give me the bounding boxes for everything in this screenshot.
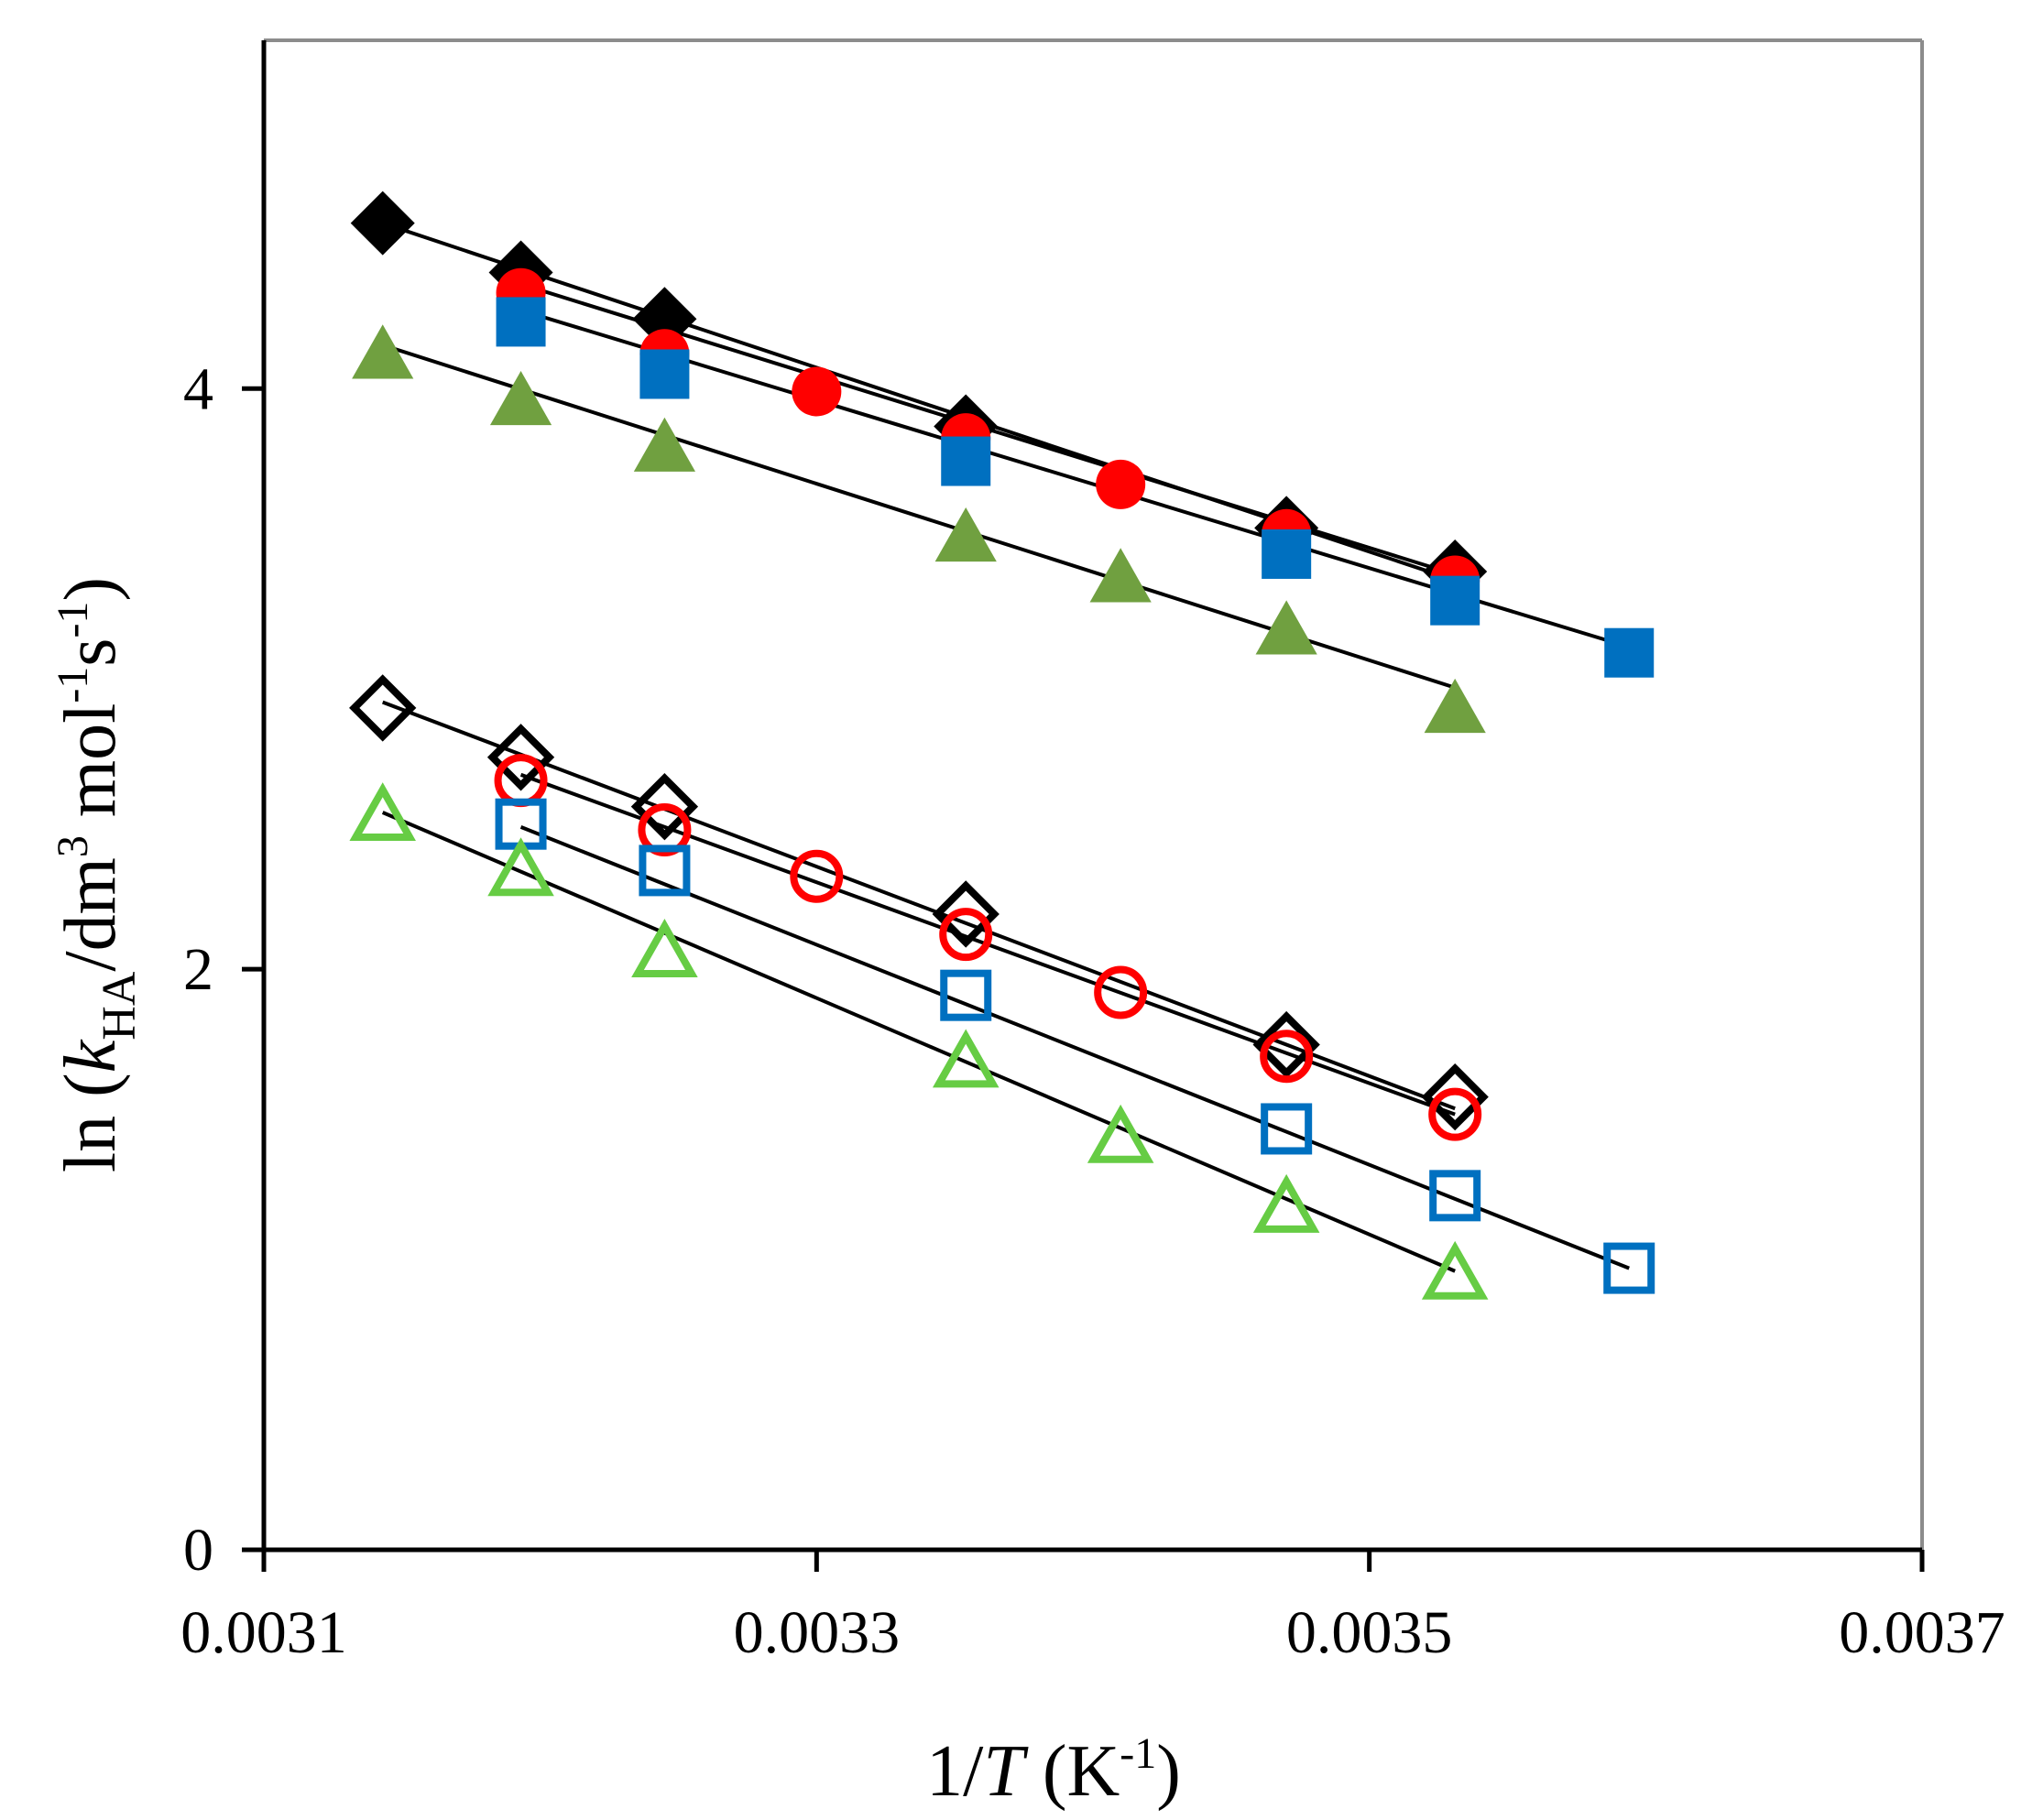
x-tick-label: 0.0035 [1286,1599,1453,1666]
marker-open-circle [638,803,692,857]
marker-open-square [940,969,992,1021]
marker-open-diamond [486,724,555,791]
axes [242,40,1925,1572]
x-tick-label: 0.0037 [1839,1599,2005,1666]
marker-filled-square [496,297,546,347]
marker-filled-square [941,436,991,486]
marker-open-triangle [1087,1104,1154,1163]
marker-filled-diamond [350,191,415,256]
marker-open-diamond [932,880,1000,948]
fit-line-open-diamond [382,700,1456,1111]
marker-open-triangle [487,837,554,897]
marker-filled-triangle [352,324,414,379]
marker-open-circle [1428,1087,1482,1141]
y-tick-label: 2 [183,936,213,1003]
marker-open-diamond [1252,1010,1320,1079]
marker-open-triangle [1421,1240,1489,1300]
marker-filled-circle [792,366,842,417]
marker-filled-circle [1096,459,1146,509]
marker-filled-triangle [489,370,552,426]
marker-open-square [1261,1103,1313,1155]
marker-filled-square [639,349,690,399]
x-tick-label: 0.0033 [734,1599,901,1666]
y-axis-title: ln (kHA/dm3 mol-1s-1) [49,577,146,1172]
marker-open-square [1429,1170,1481,1222]
marker-open-diamond [1421,1063,1489,1131]
markers [349,191,1655,1300]
x-tick-label: 0.0031 [180,1599,347,1666]
marker-filled-triangle [1424,678,1486,734]
marker-filled-triangle [934,507,997,562]
y-tick-label: 0 [183,1517,213,1584]
y-tick-label: 4 [183,355,213,422]
fit-line-open-square [519,825,1630,1270]
marker-open-circle [939,908,993,962]
marker-open-square [1603,1242,1655,1294]
marker-open-diamond [349,674,417,742]
marker-filled-triangle [633,417,696,472]
x-axis-title: 1/T (K-1) [926,1729,1181,1812]
marker-open-triangle [631,919,698,977]
tick-labels: 0.0031 0.0033 0.0035 0.0037 0 2 4 [180,355,2005,1666]
marker-filled-square [1604,627,1655,678]
marker-filled-square [1262,529,1312,579]
marker-open-triangle [349,782,416,841]
marker-open-circle [1094,965,1148,1019]
marker-open-square [639,845,691,897]
marker-open-triangle [1252,1173,1320,1233]
marker-filled-square [1430,575,1480,626]
marker-filled-triangle [1089,548,1152,603]
marker-filled-triangle [1255,600,1317,655]
marker-open-circle [1260,1030,1314,1084]
plot-frame [264,38,1924,1550]
marker-open-circle [790,849,844,903]
marker-open-triangle [932,1029,1000,1088]
marker-open-diamond [630,773,699,841]
